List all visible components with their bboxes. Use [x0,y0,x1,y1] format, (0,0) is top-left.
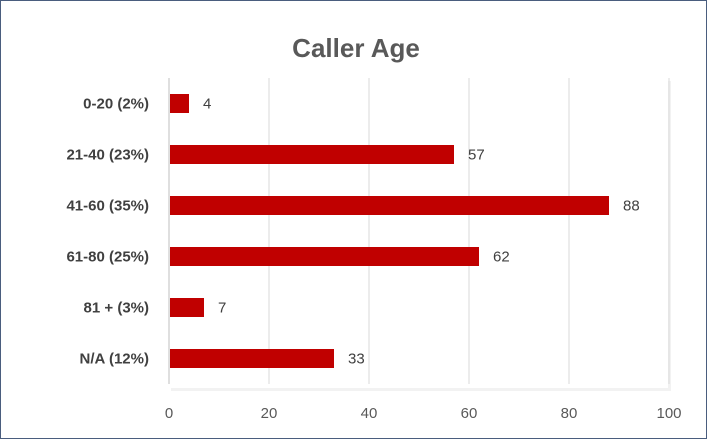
bar [170,298,204,317]
bar [170,145,454,164]
category-label: 61-80 (25%) [66,249,149,266]
bar [170,349,334,368]
data-label: 62 [493,249,510,266]
data-label: 57 [468,147,485,164]
category-labels: 0-20 (2%) 21-40 (23%) 41-60 (35%) 61-80 (25… [66,96,149,368]
data-label: 33 [348,351,365,368]
plot-area [168,78,668,388]
x-tick-label: 40 [361,405,378,422]
chart-title: Caller Age [292,33,420,63]
x-tick-label: 80 [561,405,578,422]
category-label: 21-40 (23%) [66,147,149,164]
data-label: 88 [623,198,640,215]
bar [170,247,479,266]
data-label: 7 [218,300,226,317]
x-tick-label: 20 [261,405,278,422]
bar [170,196,609,215]
bars [170,94,609,368]
x-tick-labels: 0 20 40 60 80 100 [165,405,682,422]
x-tick-label: 100 [656,405,681,422]
x-tick-label: 60 [461,405,478,422]
category-label: 41-60 (35%) [66,198,149,215]
category-label: N/A (12%) [80,351,149,368]
data-labels: 4 57 88 62 7 33 [203,96,640,368]
category-label: 81 + (3%) [84,300,149,317]
gridlines [168,78,670,384]
data-label: 4 [203,96,211,113]
x-tick-label: 0 [165,405,173,422]
category-label: 0-20 (2%) [83,96,149,113]
bar [170,94,189,113]
